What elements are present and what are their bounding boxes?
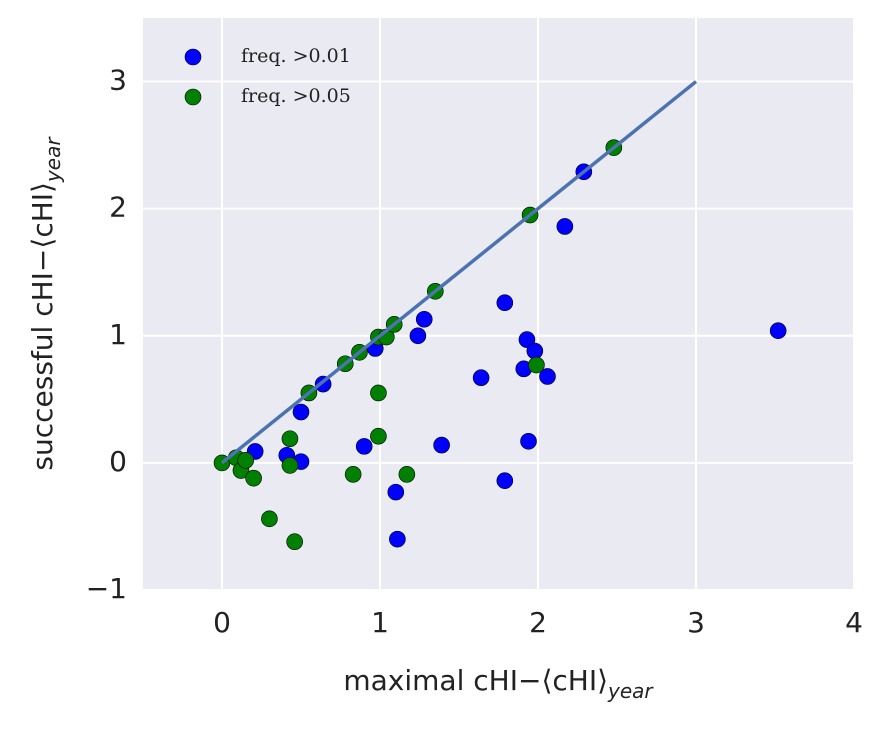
point	[496, 472, 514, 489]
point	[433, 436, 450, 454]
x-tick-label: 0	[213, 606, 231, 639]
x-axis-label: maximal cHI−⟨cHI⟩year	[343, 664, 654, 703]
legend-marker	[184, 48, 202, 66]
x-tick-label: 4	[845, 606, 863, 639]
point	[528, 356, 545, 374]
point	[261, 510, 278, 528]
point	[539, 368, 556, 385]
x-tick-label: 1	[371, 606, 389, 639]
point	[344, 466, 362, 483]
point	[387, 483, 405, 501]
y-tick-label: 2	[109, 191, 127, 224]
x-label-sub: year	[607, 679, 654, 703]
point	[370, 384, 387, 402]
point	[370, 427, 387, 445]
point	[389, 530, 406, 548]
y-label-main: successful cHI−⟨cHI⟩	[26, 182, 59, 471]
point	[355, 438, 373, 455]
point	[398, 466, 416, 483]
legend-label: freq. >0.01	[241, 45, 351, 67]
point	[769, 322, 787, 339]
y-axis-label: successful cHI−⟨cHI⟩year	[26, 136, 65, 471]
legend-label: freq. >0.05	[241, 85, 351, 107]
point	[520, 432, 537, 450]
legend-marker	[184, 88, 202, 106]
y-tick-label: 1	[109, 318, 127, 351]
point	[409, 327, 427, 345]
point	[281, 457, 299, 474]
y-tick-label: 3	[109, 64, 127, 97]
point	[286, 533, 303, 550]
point	[496, 294, 514, 312]
point	[245, 469, 262, 487]
point	[518, 331, 536, 348]
x-tick-label: 3	[687, 606, 705, 639]
x-tick-label: 2	[529, 606, 547, 639]
point	[472, 369, 490, 387]
x-label-main: maximal cHI−⟨cHI⟩	[343, 664, 608, 697]
reference-line	[220, 80, 698, 465]
point	[556, 218, 574, 235]
point	[526, 342, 544, 360]
y-tick-label: 0	[109, 445, 127, 478]
y-label-sub: year	[41, 136, 65, 183]
point	[415, 310, 433, 328]
point	[292, 403, 310, 421]
y-tick-label: −1	[86, 572, 127, 605]
point	[281, 430, 299, 448]
point	[237, 452, 254, 469]
